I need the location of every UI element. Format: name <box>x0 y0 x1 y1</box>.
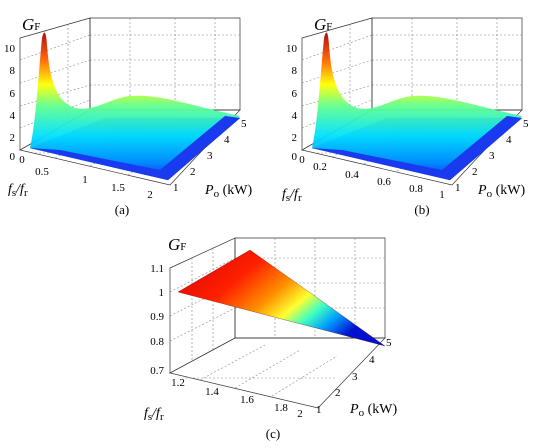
x-tick: 1 <box>82 174 88 186</box>
y-tick: 0.8 <box>150 336 164 348</box>
y-tick: 10 <box>4 43 16 55</box>
panel-c-x-label: fs/fr <box>144 406 164 423</box>
panel-c-label: (c) <box>266 426 280 441</box>
panel-b-x-ticks: 0 0.2 0.4 0.6 0.8 1 <box>299 154 445 201</box>
p-tick: 4 <box>506 134 512 146</box>
p-tick: 1 <box>316 404 322 416</box>
p-tick: 5 <box>386 337 392 349</box>
x-tick: 0.2 <box>313 161 327 173</box>
y-tick: 4 <box>292 110 298 122</box>
p-tick: 3 <box>489 150 495 162</box>
p-tick: 2 <box>190 166 196 178</box>
x-tick: 1.5 <box>111 182 125 194</box>
p-tick: 3 <box>207 150 213 162</box>
x-tick: 1.8 <box>274 402 288 414</box>
p-tick: 5 <box>523 118 529 130</box>
x-tick: 1.4 <box>205 386 219 398</box>
panel-b: 10 8 6 4 2 0 0 0.2 0.4 0.6 0.8 1 1 2 3 4… <box>282 15 529 217</box>
panel-b-label: (b) <box>414 202 429 217</box>
panel-b-surface <box>311 32 523 181</box>
panel-c-x-ticks: 1.2 1.4 1.6 1.8 2 <box>171 377 303 420</box>
panel-b-p-label: Po (kW) <box>477 183 525 200</box>
x-tick: 0.6 <box>377 176 391 188</box>
y-tick: 8 <box>10 65 16 77</box>
panel-c: 1.1 1 0.9 0.8 0.7 1.2 1.4 1.6 1.8 2 1 2 … <box>144 235 397 441</box>
y-tick: 0.9 <box>150 311 164 323</box>
panel-a-y-ticks: 10 8 6 4 2 0 <box>4 43 16 163</box>
y-tick: 1.1 <box>150 263 164 275</box>
y-tick: 2 <box>10 132 16 144</box>
p-tick: 4 <box>369 354 375 366</box>
x-tick: 0.8 <box>409 183 423 195</box>
y-tick: 6 <box>292 88 298 100</box>
panel-a: 10 8 6 4 2 0 0 0.5 1 1.5 2 1 2 3 4 5 GF … <box>4 15 252 217</box>
p-tick: 5 <box>241 118 247 130</box>
panel-a-x-label: fs/fr <box>8 182 28 199</box>
y-tick: 2 <box>292 132 298 144</box>
y-tick: 0 <box>292 151 298 163</box>
panel-b-x-label: fs/fr <box>282 187 302 204</box>
y-tick: 0.7 <box>150 365 164 377</box>
panel-c-y-label: GF <box>168 235 186 254</box>
x-tick: 0 <box>19 154 25 166</box>
panel-a-p-label: Po (kW) <box>204 183 252 200</box>
x-tick: 2 <box>147 189 153 201</box>
y-tick: 0 <box>10 151 16 163</box>
panel-c-p-label: Po (kW) <box>349 402 397 419</box>
panel-c-y-ticks: 1.1 1 0.9 0.8 0.7 <box>150 263 164 377</box>
y-tick: 8 <box>292 65 298 77</box>
panel-a-label: (a) <box>115 202 129 217</box>
x-tick: 0.5 <box>35 166 49 178</box>
panel-a-p-ticks: 1 2 3 4 5 <box>173 118 247 194</box>
y-tick: 6 <box>10 88 16 100</box>
p-tick: 4 <box>224 134 230 146</box>
panel-a-y-label: GF <box>22 15 40 34</box>
panel-b-y-ticks: 10 8 6 4 2 0 <box>286 43 298 163</box>
p-tick: 2 <box>472 166 478 178</box>
y-tick: 10 <box>286 43 298 55</box>
p-tick: 2 <box>335 387 341 399</box>
panel-c-surface <box>177 249 386 347</box>
x-tick: 1 <box>439 189 445 201</box>
x-tick: 2 <box>297 408 303 420</box>
panel-c-p-ticks: 1 2 3 4 5 <box>316 337 392 416</box>
x-tick: 1.2 <box>171 377 185 389</box>
p-tick: 1 <box>455 182 461 194</box>
p-tick: 3 <box>352 371 358 383</box>
panel-b-y-label: GF <box>314 15 332 34</box>
x-tick: 1.6 <box>240 394 254 406</box>
y-tick: 1 <box>159 287 165 299</box>
panel-a-surface <box>29 32 241 181</box>
x-tick: 0 <box>299 154 305 166</box>
x-tick: 0.4 <box>345 169 359 181</box>
panel-b-p-ticks: 1 2 3 4 5 <box>455 118 529 194</box>
y-tick: 4 <box>10 110 16 122</box>
p-tick: 1 <box>173 182 179 194</box>
panel-a-x-ticks: 0 0.5 1 1.5 2 <box>19 154 153 201</box>
